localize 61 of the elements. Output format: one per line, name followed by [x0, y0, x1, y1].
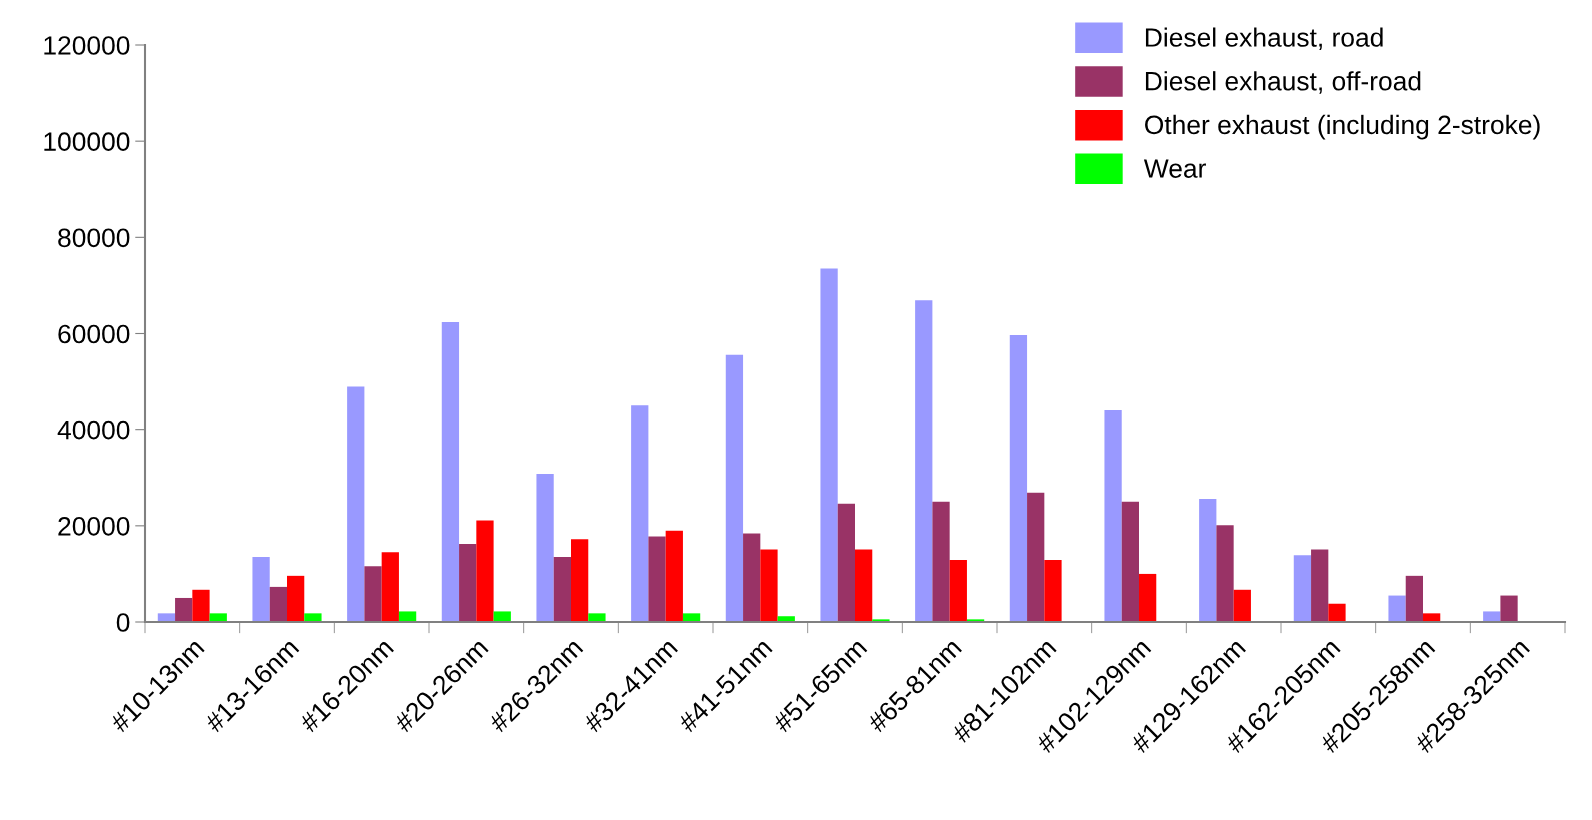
- bar: [476, 520, 494, 622]
- bar: [820, 268, 838, 622]
- y-tick-label: 40000: [57, 420, 130, 440]
- y-tick-label: 120000: [44, 36, 130, 55]
- bar: [588, 613, 606, 622]
- bar: [682, 613, 701, 622]
- bar: [1233, 589, 1251, 622]
- bar: [381, 552, 399, 622]
- legend-label: Wear: [1143, 159, 1206, 178]
- y-tick-label: 60000: [58, 324, 130, 344]
- bar: [949, 559, 967, 622]
- bar: [1388, 595, 1406, 622]
- bar: [855, 549, 873, 622]
- legend-label: Other exhaust (including 2-stroke): [1145, 114, 1540, 140]
- bar: [1199, 498, 1217, 622]
- bar: [252, 557, 270, 622]
- bar: [1104, 409, 1122, 622]
- bar: [1216, 525, 1234, 622]
- bar: [1027, 492, 1045, 622]
- bar: [175, 597, 193, 622]
- y-tick-label: 80000: [58, 228, 130, 248]
- bar: [837, 503, 855, 622]
- bar: [1044, 559, 1062, 622]
- bar: [1328, 603, 1346, 622]
- bar: [1500, 595, 1518, 622]
- bar: [364, 566, 382, 622]
- bar: [1405, 575, 1423, 622]
- bar: [192, 589, 210, 622]
- bar: [743, 533, 761, 622]
- bar: [1293, 555, 1312, 622]
- bar: [347, 386, 365, 622]
- bar: [398, 611, 417, 622]
- legend-label: Diesel exhaust, road: [1145, 27, 1383, 50]
- bar: [304, 613, 322, 622]
- bar: [209, 613, 227, 622]
- bar: [1311, 549, 1329, 622]
- bar: [269, 586, 287, 622]
- y-tick-label: 0: [116, 613, 130, 632]
- y-tick-label: 100000: [44, 132, 130, 151]
- y-tick-label: 20000: [58, 516, 130, 536]
- bar: [915, 300, 933, 622]
- bar: [665, 530, 683, 622]
- bar: [1121, 501, 1139, 622]
- bar: [1139, 573, 1157, 622]
- bar: [459, 544, 477, 622]
- bar: [157, 613, 176, 622]
- bar: [441, 321, 460, 622]
- bar: [932, 501, 950, 622]
- bar: [553, 557, 571, 622]
- bar: [1009, 334, 1028, 622]
- bar: [725, 354, 744, 622]
- bar: [760, 549, 778, 622]
- bar: [1483, 611, 1501, 622]
- bar: [493, 611, 511, 622]
- bar: [536, 473, 554, 622]
- bar: [287, 575, 305, 622]
- bar: [1423, 613, 1441, 622]
- legend-label: Diesel exhaust, off-road: [1145, 71, 1421, 94]
- bar: [648, 536, 666, 622]
- bar: [631, 405, 649, 622]
- bar: [571, 539, 589, 622]
